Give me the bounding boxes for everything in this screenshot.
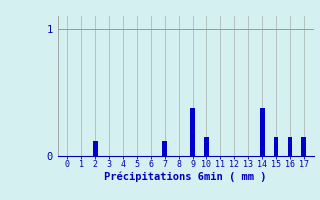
Bar (190, 108, 195, 156)
Bar (204, 137, 209, 156)
Bar (162, 141, 167, 156)
Bar (93, 141, 98, 156)
Bar (301, 137, 306, 156)
Bar (260, 108, 265, 156)
X-axis label: Précipitations 6min ( mm ): Précipitations 6min ( mm ) (104, 172, 267, 182)
Bar (274, 137, 278, 156)
Bar (287, 137, 292, 156)
